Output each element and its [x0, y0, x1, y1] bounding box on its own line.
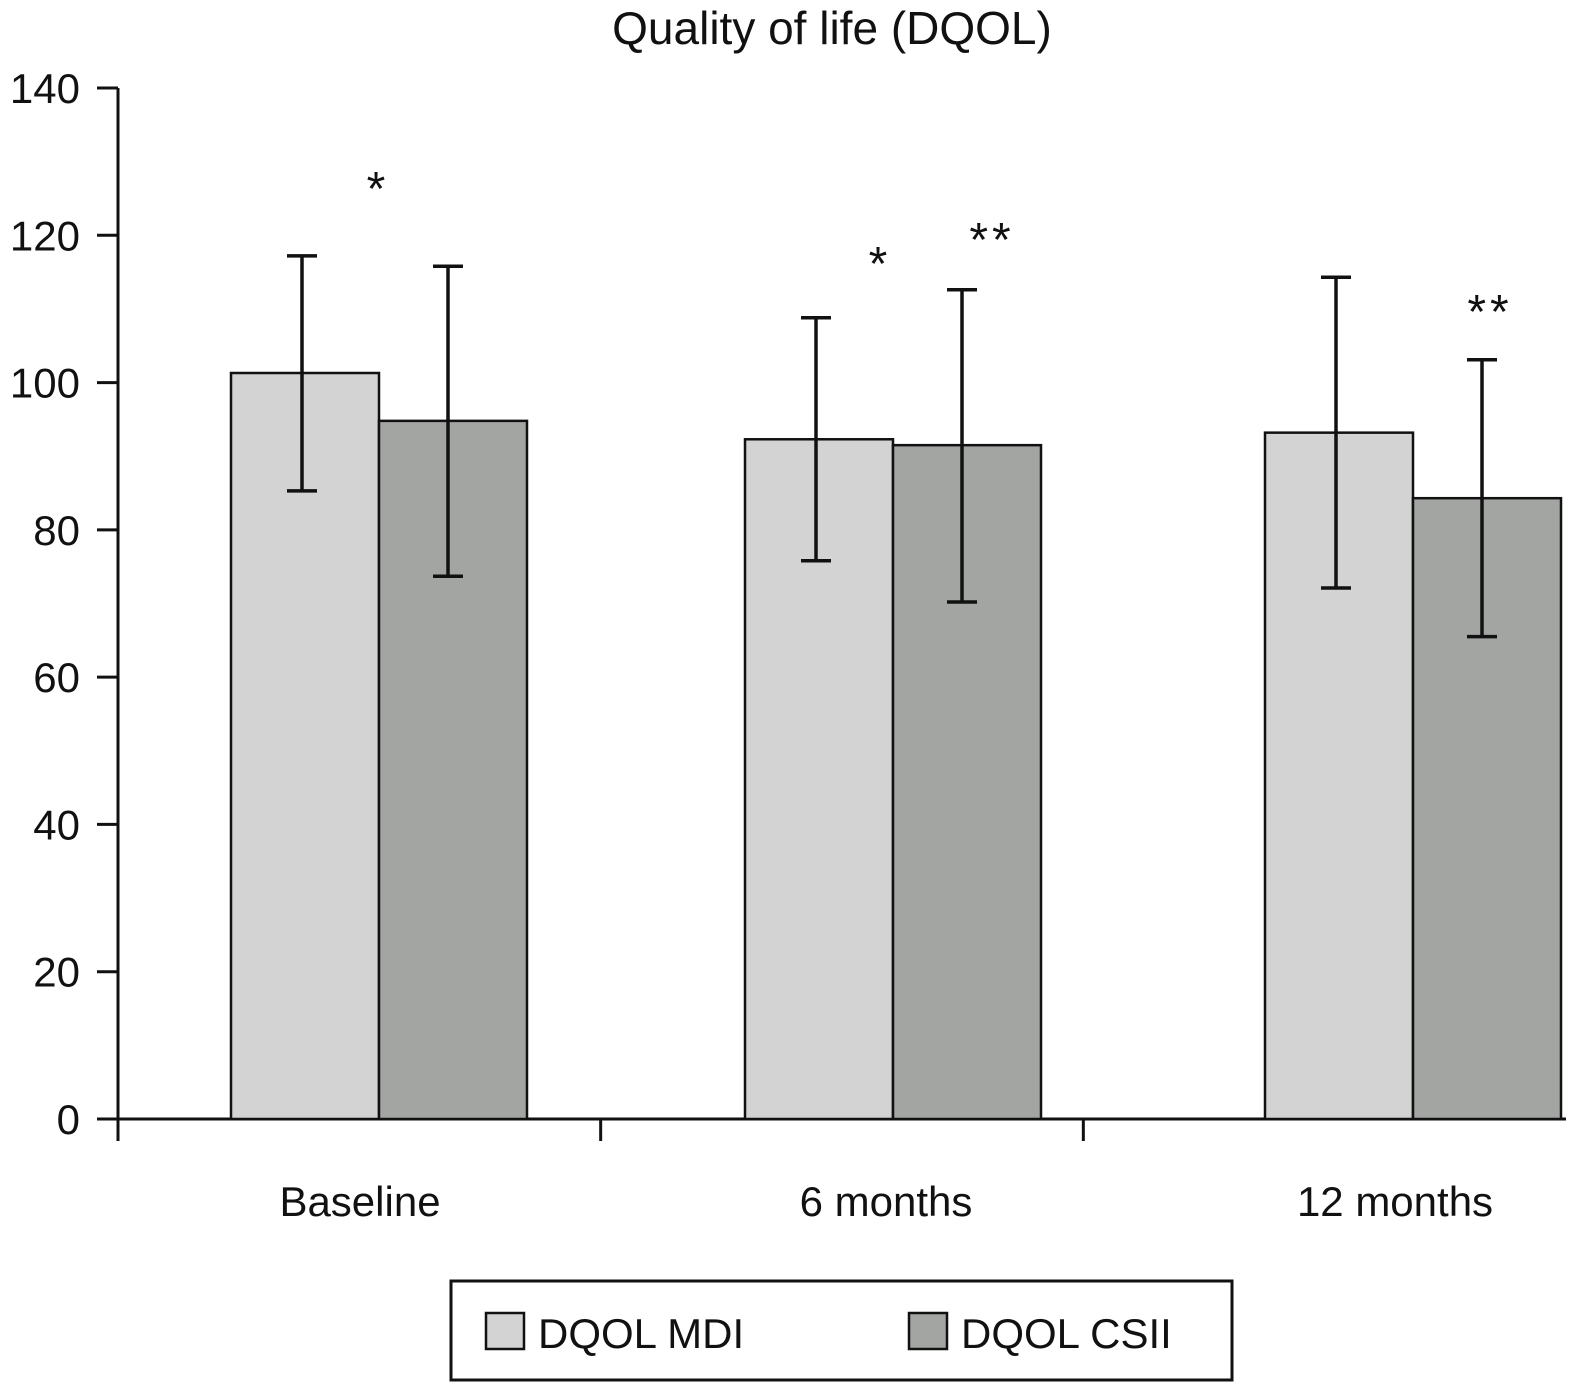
significance-marker: **: [1467, 286, 1512, 339]
bar-dqol-mdi: [743, 438, 895, 1121]
bar-dqol-csii: [377, 419, 529, 1121]
y-tick-label: 80: [33, 507, 80, 554]
legend-label-csii: DQOL CSII: [961, 1310, 1172, 1357]
y-tick-label: 20: [33, 949, 80, 996]
x-tick-label: Baseline: [279, 1178, 440, 1225]
bar-dqol-mdi: [229, 371, 381, 1121]
legend: DQOL MDI DQOL CSII: [449, 1279, 1234, 1382]
significance-marker: **: [969, 214, 1014, 267]
bar-dqol-csii: [891, 443, 1043, 1121]
y-tick-label: 60: [33, 654, 80, 701]
y-tick-label: 100: [10, 360, 80, 407]
legend-box: [449, 1279, 1234, 1382]
legend-label-mdi: DQOL MDI: [538, 1310, 744, 1357]
chart-title: Quality of life (DQOL): [612, 2, 1052, 54]
y-tick-label: 120: [10, 212, 80, 259]
bar-dqol-csii: [1411, 496, 1563, 1121]
significance-marker: *: [367, 163, 390, 216]
significance-marker: *: [869, 238, 892, 291]
bar-dqol-mdi: [1263, 431, 1415, 1121]
legend-swatch-csii: [907, 1311, 949, 1351]
x-tick-label: 6 months: [800, 1178, 973, 1225]
y-tick-label: 0: [57, 1096, 80, 1143]
y-tick-label: 40: [33, 801, 80, 848]
y-tick-label: 140: [10, 65, 80, 112]
x-tick-label: 12 months: [1297, 1178, 1493, 1225]
legend-swatch-mdi: [484, 1311, 526, 1351]
